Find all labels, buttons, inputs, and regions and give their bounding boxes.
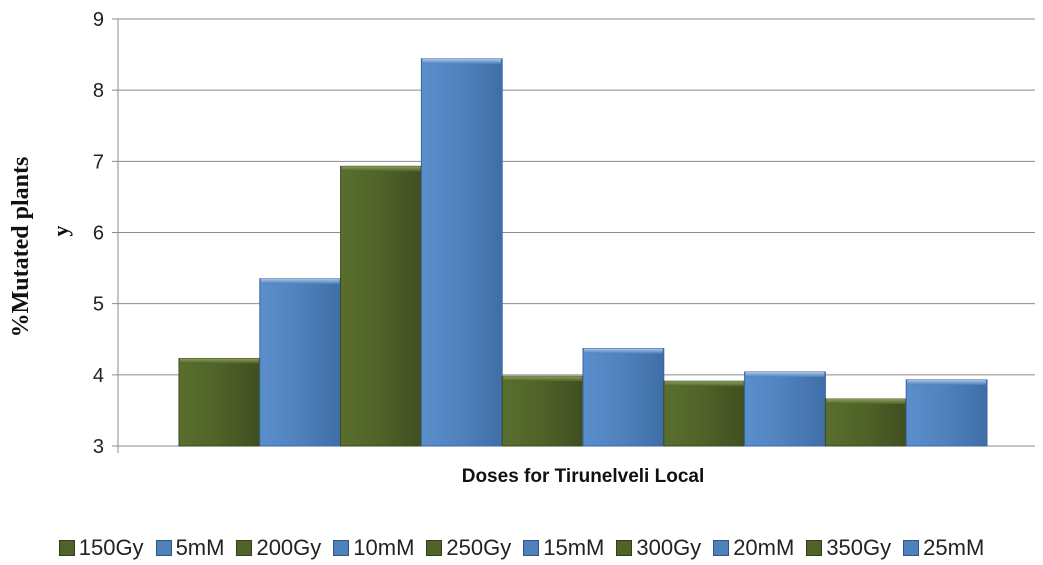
bar-body (582, 348, 665, 447)
legend-swatch (806, 540, 823, 556)
bar-20mM (744, 371, 826, 447)
bar-25mM (905, 379, 988, 447)
y-tick-label: 4 (93, 365, 104, 387)
bar-body (259, 278, 342, 447)
bar-highlight (826, 399, 906, 405)
legend-label: 25mM (923, 535, 985, 560)
bar-highlight (503, 376, 582, 382)
bar-highlight (422, 58, 502, 64)
legend-label: 300Gy (636, 535, 702, 560)
legend-swatch (523, 540, 540, 556)
legend-item: 5mM (155, 535, 225, 561)
bar-highlight (664, 381, 744, 387)
legend-label: 15mM (543, 535, 605, 560)
y-tick-label: 9 (93, 9, 104, 31)
legend-swatch (616, 540, 633, 556)
bar-highlight (260, 278, 340, 284)
bar-5mM (259, 278, 342, 447)
y-tick-label: 3 (93, 436, 104, 458)
legend-label: 10mM (353, 535, 415, 560)
legend-label: 20mM (733, 535, 795, 560)
legend-item: 10mM (333, 535, 414, 561)
legend-swatch (713, 540, 730, 556)
legend-swatch (903, 540, 920, 556)
bar-highlight (180, 358, 259, 364)
legend-swatch (155, 540, 172, 556)
legend-swatch (333, 540, 350, 556)
bar-15mM (582, 348, 665, 447)
legend-item: 150Gy (58, 535, 144, 561)
legend-swatch (58, 540, 75, 556)
y-axis-label: %Mutated plants y (8, 157, 73, 338)
bar-highlight (745, 371, 825, 377)
legend-label: 150Gy (78, 535, 144, 560)
bar-10mM (420, 58, 503, 447)
y-axis-label-line2: y (48, 226, 73, 237)
bar-body (501, 375, 584, 447)
y-tick-label: 6 (93, 223, 104, 245)
y-tick-label: 8 (93, 80, 104, 102)
bar-body (905, 379, 988, 447)
legend-swatch (426, 540, 443, 556)
bar-chart: 3 4 5 6 7 8 9 Doses for Tirunelveli Local %Mut… (8, 9, 1035, 487)
bar-body (178, 357, 261, 447)
legend-item: 250Gy (426, 535, 511, 561)
legend: 150Gy 5mM 200Gy 10mM 250Gy 15mM 300Gy 20mM 350Gy… (0, 534, 1043, 562)
bar-body (340, 165, 422, 447)
bars (178, 58, 988, 447)
legend-label: 200Gy (256, 535, 322, 560)
bar-250Gy (501, 375, 584, 447)
legend-label: 250Gy (446, 535, 512, 560)
legend-label: 350Gy (826, 535, 892, 560)
legend-item: 350Gy (806, 535, 891, 561)
bar-200Gy (340, 165, 422, 447)
legend-item: 25mM (903, 535, 984, 561)
bar-highlight (907, 379, 986, 385)
x-axis-label: Doses for Tirunelveli Local (462, 466, 705, 487)
y-axis-label-line1: %Mutated plants (8, 157, 34, 338)
y-tick-labels: 3 4 5 6 7 8 9 (93, 9, 104, 458)
legend-item: 200Gy (236, 535, 321, 561)
legend-item: 15mM (523, 535, 604, 561)
legend-label: 5mM (175, 535, 225, 560)
bar-350Gy (824, 398, 907, 447)
bar-body (663, 380, 746, 447)
bar-150Gy (178, 357, 261, 447)
bar-300Gy (663, 380, 746, 447)
bar-body (824, 398, 907, 447)
bar-body (744, 371, 826, 447)
bar-body (420, 58, 503, 447)
y-tick-label: 7 (93, 151, 104, 173)
legend-item: 20mM (713, 535, 794, 561)
bar-highlight (584, 348, 663, 354)
legend-swatch (236, 540, 253, 556)
legend-item: 300Gy (616, 535, 701, 561)
bar-highlight (341, 166, 421, 172)
y-tick-label: 5 (93, 294, 104, 316)
